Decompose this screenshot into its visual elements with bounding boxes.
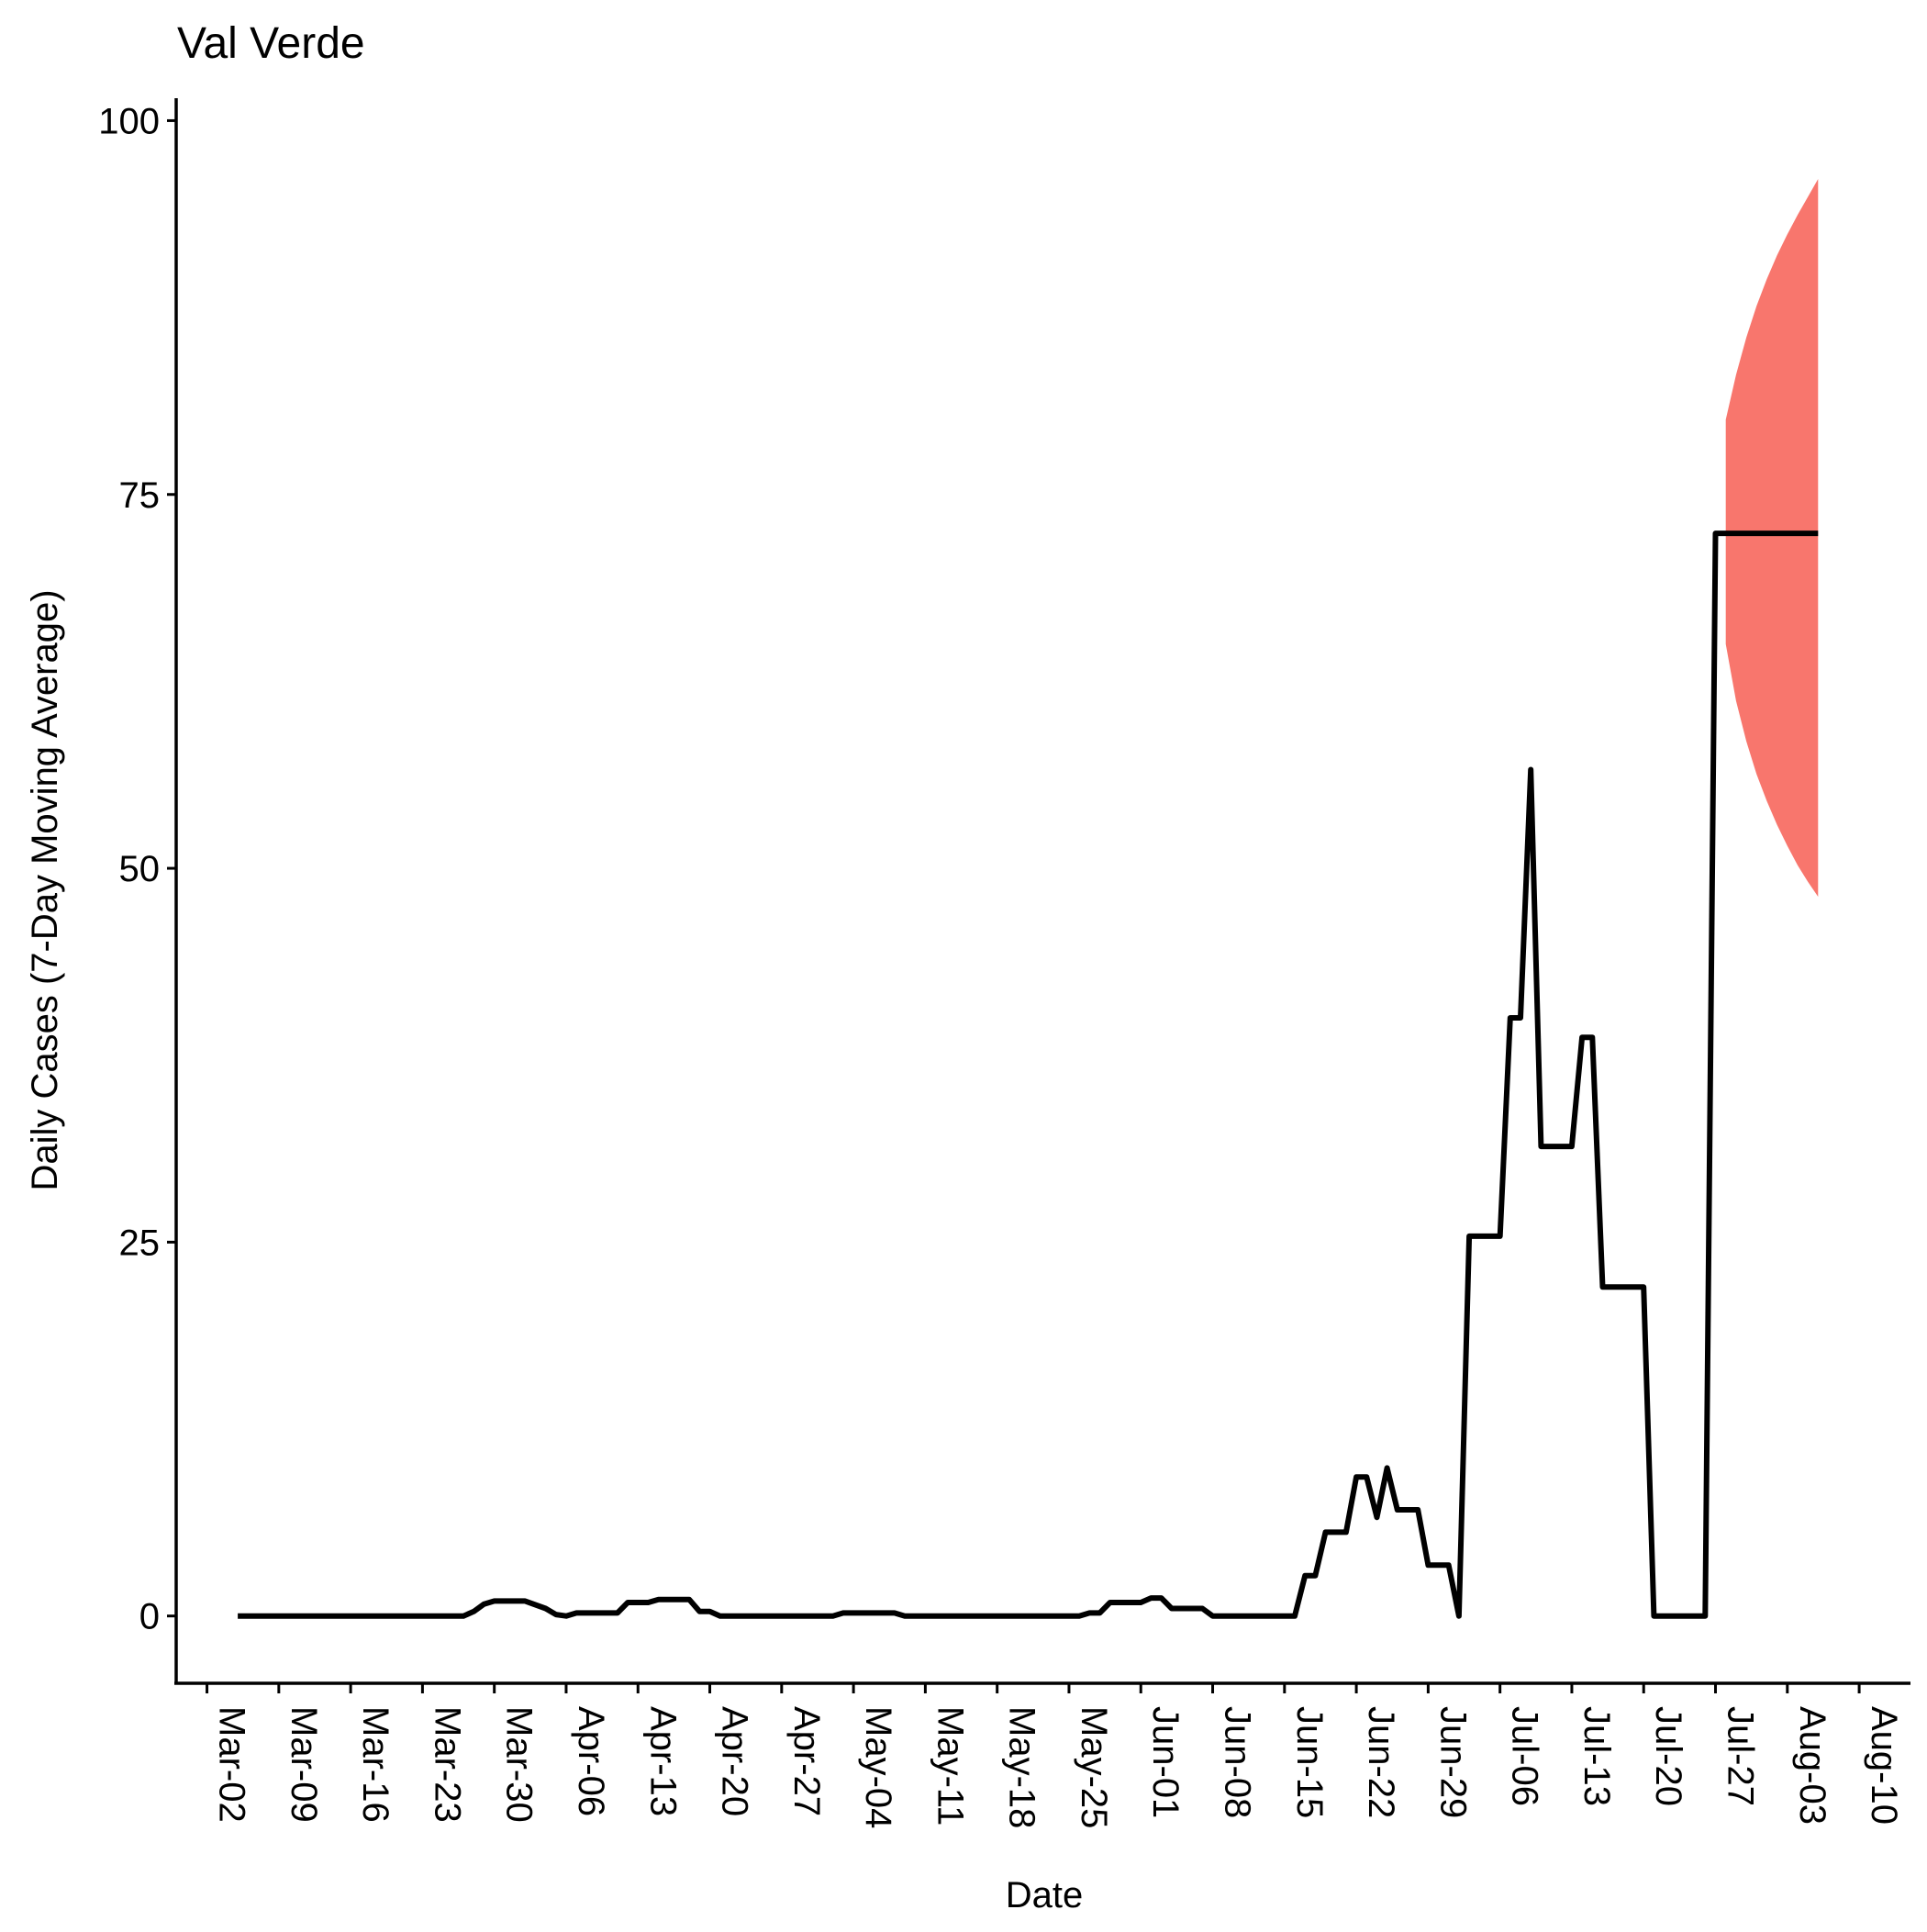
y-tick-label: 100 bbox=[98, 101, 160, 141]
x-tick-label: May-25 bbox=[1074, 1706, 1114, 1828]
x-tick-label: Jun-29 bbox=[1432, 1706, 1473, 1818]
x-tick-label: May-11 bbox=[930, 1706, 970, 1826]
x-tick-label: Mar-02 bbox=[212, 1706, 252, 1823]
forecast-band-layer bbox=[1725, 179, 1819, 897]
x-tick-label: May-04 bbox=[858, 1706, 898, 1828]
x-tick-label: Apr-27 bbox=[786, 1706, 827, 1816]
x-tick-label: Jul-20 bbox=[1648, 1706, 1688, 1806]
x-tick-label: Jun-15 bbox=[1289, 1706, 1330, 1818]
forecast-band bbox=[1725, 179, 1819, 897]
chart-title: Val Verde bbox=[177, 19, 365, 68]
x-tick-label: Aug-10 bbox=[1864, 1706, 1904, 1825]
y-tick-label: 75 bbox=[119, 475, 161, 516]
x-tick-label: Mar-23 bbox=[427, 1706, 467, 1823]
series-line-0 bbox=[238, 530, 1819, 1619]
series-line-layer bbox=[238, 530, 1819, 1619]
x-tick-label: Jun-08 bbox=[1218, 1706, 1258, 1818]
x-tick-label: Aug-03 bbox=[1792, 1706, 1832, 1825]
x-axis-label: Date bbox=[1006, 1875, 1084, 1915]
x-tick-label: Jun-01 bbox=[1145, 1706, 1186, 1818]
x-tick-label: Mar-30 bbox=[499, 1706, 540, 1823]
y-axis-label: Daily Cases (7-Day Moving Average) bbox=[25, 589, 65, 1190]
y-ticks: 0 25 50 75 100 bbox=[98, 101, 176, 1637]
x-tick-label: Jul-27 bbox=[1721, 1706, 1761, 1806]
x-tick-label: Jul-06 bbox=[1505, 1706, 1545, 1806]
x-tick-label: Mar-09 bbox=[284, 1706, 324, 1823]
x-tick-label: Jul-13 bbox=[1576, 1706, 1617, 1806]
axes-layer bbox=[174, 98, 1910, 1685]
x-tick-label: Apr-06 bbox=[571, 1706, 611, 1816]
x-tick-label: Apr-13 bbox=[642, 1706, 683, 1816]
x-tick-label: Apr-20 bbox=[715, 1706, 755, 1816]
y-tick-label: 0 bbox=[139, 1597, 160, 1637]
y-tick-label: 50 bbox=[119, 849, 161, 889]
x-tick-label: Mar-16 bbox=[355, 1706, 395, 1823]
x-tick-label: Jun-22 bbox=[1361, 1706, 1401, 1818]
x-tick-label: May-18 bbox=[1002, 1706, 1042, 1828]
y-tick-label: 25 bbox=[119, 1223, 161, 1263]
x-ticks: Mar-02 Mar-09 Mar-16 Mar-23 Mar-30 Apr-06 Apr-… bbox=[206, 1683, 1904, 1828]
